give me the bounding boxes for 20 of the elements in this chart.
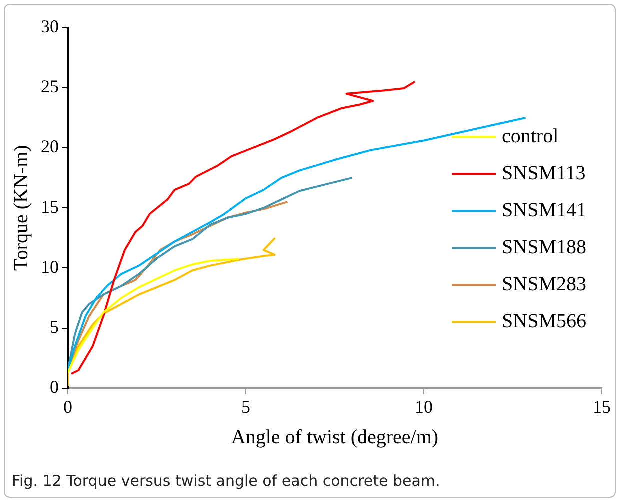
y-axis-title: Torque (KN-m) (10, 145, 32, 271)
x-tick-label: 5 (242, 396, 250, 417)
legend-label: SNSM188 (502, 236, 586, 258)
legend-label: SNSM283 (502, 273, 586, 296)
y-tick-label: 10 (41, 256, 59, 277)
x-tick-label: 10 (415, 396, 433, 417)
y-tick-label: 15 (41, 196, 59, 217)
legend-label: SNSM566 (502, 310, 586, 332)
x-axis-title: Angle of twist (degree/m) (231, 426, 439, 448)
x-tick-label: 15 (593, 396, 611, 417)
x-tick-label: 0 (64, 396, 72, 417)
y-tick-label: 5 (50, 317, 59, 338)
caption: Fig. 12 Torque versus twist angle of each concrete beam. (12, 472, 440, 490)
legend-label: SNSM113 (502, 162, 586, 184)
y-tick-label: 30 (41, 16, 59, 37)
y-tick-label: 25 (41, 76, 59, 97)
legend-label: SNSM141 (502, 199, 586, 222)
y-tick-label: 20 (41, 136, 59, 157)
y-tick-label: 0 (50, 377, 59, 398)
legend-label: control (502, 125, 560, 148)
